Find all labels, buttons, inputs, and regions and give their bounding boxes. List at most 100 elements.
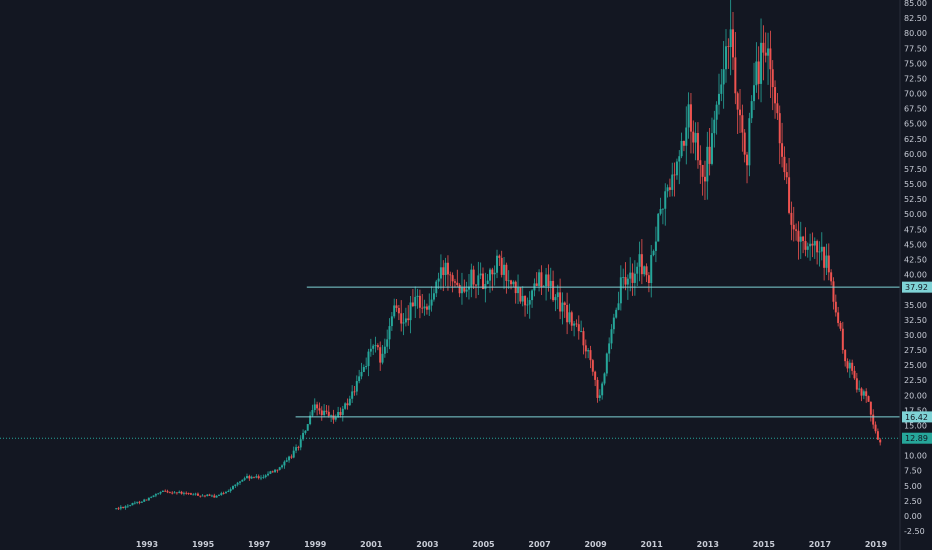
candle-body — [640, 254, 643, 275]
candle — [136, 501, 139, 505]
x-tick-label: 2013 — [697, 540, 719, 549]
candle-body — [369, 348, 372, 352]
candle — [185, 491, 188, 495]
x-tick-label: 1993 — [136, 540, 158, 549]
candle-body — [832, 281, 835, 302]
candle-body — [818, 251, 821, 253]
candle-body — [858, 388, 861, 390]
y-axis[interactable]: -2.500.002.505.007.5010.0012.5015.0017.5… — [899, 0, 927, 550]
candle-body — [117, 508, 120, 510]
candle-body — [255, 476, 258, 478]
candle-body — [552, 280, 555, 301]
candle — [257, 474, 260, 480]
candle — [827, 243, 830, 281]
candle-body — [862, 391, 865, 396]
y-tick-label: 40.00 — [904, 271, 927, 280]
candle — [591, 358, 594, 376]
x-axis[interactable]: 1993 1995 1997 1999 2001 2003 2005 2007 2009 2011… — [136, 540, 888, 549]
candle — [678, 150, 681, 185]
candle-body — [538, 272, 541, 286]
candle — [234, 484, 237, 488]
candle-body — [650, 255, 653, 284]
candle-body — [806, 246, 809, 250]
candle-body — [444, 262, 447, 276]
candle — [767, 32, 770, 85]
candle — [358, 369, 361, 384]
candle — [451, 272, 454, 293]
candle-body — [320, 410, 323, 415]
candle-body — [290, 456, 293, 458]
candle-body — [729, 29, 732, 48]
candle — [407, 305, 410, 326]
x-tick-label: 1999 — [304, 540, 327, 549]
candle — [862, 389, 865, 400]
candle — [682, 140, 685, 152]
candle-body — [236, 482, 239, 485]
candle — [797, 221, 800, 260]
candle — [246, 473, 249, 479]
candle-body — [470, 269, 473, 287]
y-tick-label: 72.50 — [904, 74, 927, 83]
candle — [192, 493, 195, 496]
candle — [313, 398, 316, 413]
candle — [374, 336, 377, 353]
candle-body — [463, 287, 466, 292]
candle — [323, 404, 326, 418]
candle — [327, 405, 330, 418]
candle-body — [589, 350, 592, 361]
candle-body — [860, 388, 863, 396]
candle — [806, 242, 809, 258]
candle-body — [421, 307, 424, 309]
candle — [503, 257, 506, 290]
candle-body — [505, 264, 508, 281]
candle-body — [348, 398, 351, 406]
candle-body — [848, 362, 851, 369]
candle — [253, 476, 256, 479]
level-tag-37.92: 37.92 — [902, 281, 932, 293]
candle — [189, 492, 192, 495]
candle — [755, 42, 758, 93]
candle-body — [722, 69, 725, 85]
candle — [846, 358, 849, 373]
candle-body — [133, 502, 136, 504]
candle-body — [346, 403, 349, 406]
candle — [418, 289, 421, 319]
candle-body — [213, 495, 216, 498]
candle-body — [355, 381, 358, 392]
candle — [449, 271, 452, 287]
candle-body — [140, 501, 143, 503]
candle — [809, 233, 812, 261]
candle — [638, 241, 641, 282]
candle-body — [182, 492, 185, 494]
candle-body — [360, 371, 363, 377]
candle-body — [531, 290, 534, 301]
candle-body — [430, 299, 433, 306]
candle-body — [654, 241, 657, 251]
y-tick-label: 42.50 — [904, 256, 927, 265]
candle-body — [222, 493, 225, 494]
candle — [820, 232, 823, 261]
candle-body — [869, 401, 872, 415]
candle-body — [229, 489, 232, 492]
candle-body — [129, 505, 132, 506]
candle-body — [208, 494, 211, 496]
y-tick-label: 22.50 — [904, 376, 927, 385]
candle-body — [762, 42, 765, 53]
candle — [696, 122, 699, 169]
candle — [376, 343, 379, 351]
candle-body — [147, 497, 150, 501]
candle-body — [122, 506, 125, 508]
candle-body — [757, 61, 760, 84]
candle — [154, 493, 157, 498]
candle-body — [827, 255, 830, 273]
candle-body — [561, 302, 564, 312]
candle — [505, 262, 508, 294]
candle-body — [774, 87, 777, 104]
candle-body — [804, 240, 807, 250]
x-tick-label: 2003 — [416, 540, 438, 549]
candle-body — [432, 293, 435, 300]
candle-body — [554, 297, 557, 301]
y-tick-label: 32.50 — [904, 316, 927, 325]
candle-body — [563, 302, 566, 305]
